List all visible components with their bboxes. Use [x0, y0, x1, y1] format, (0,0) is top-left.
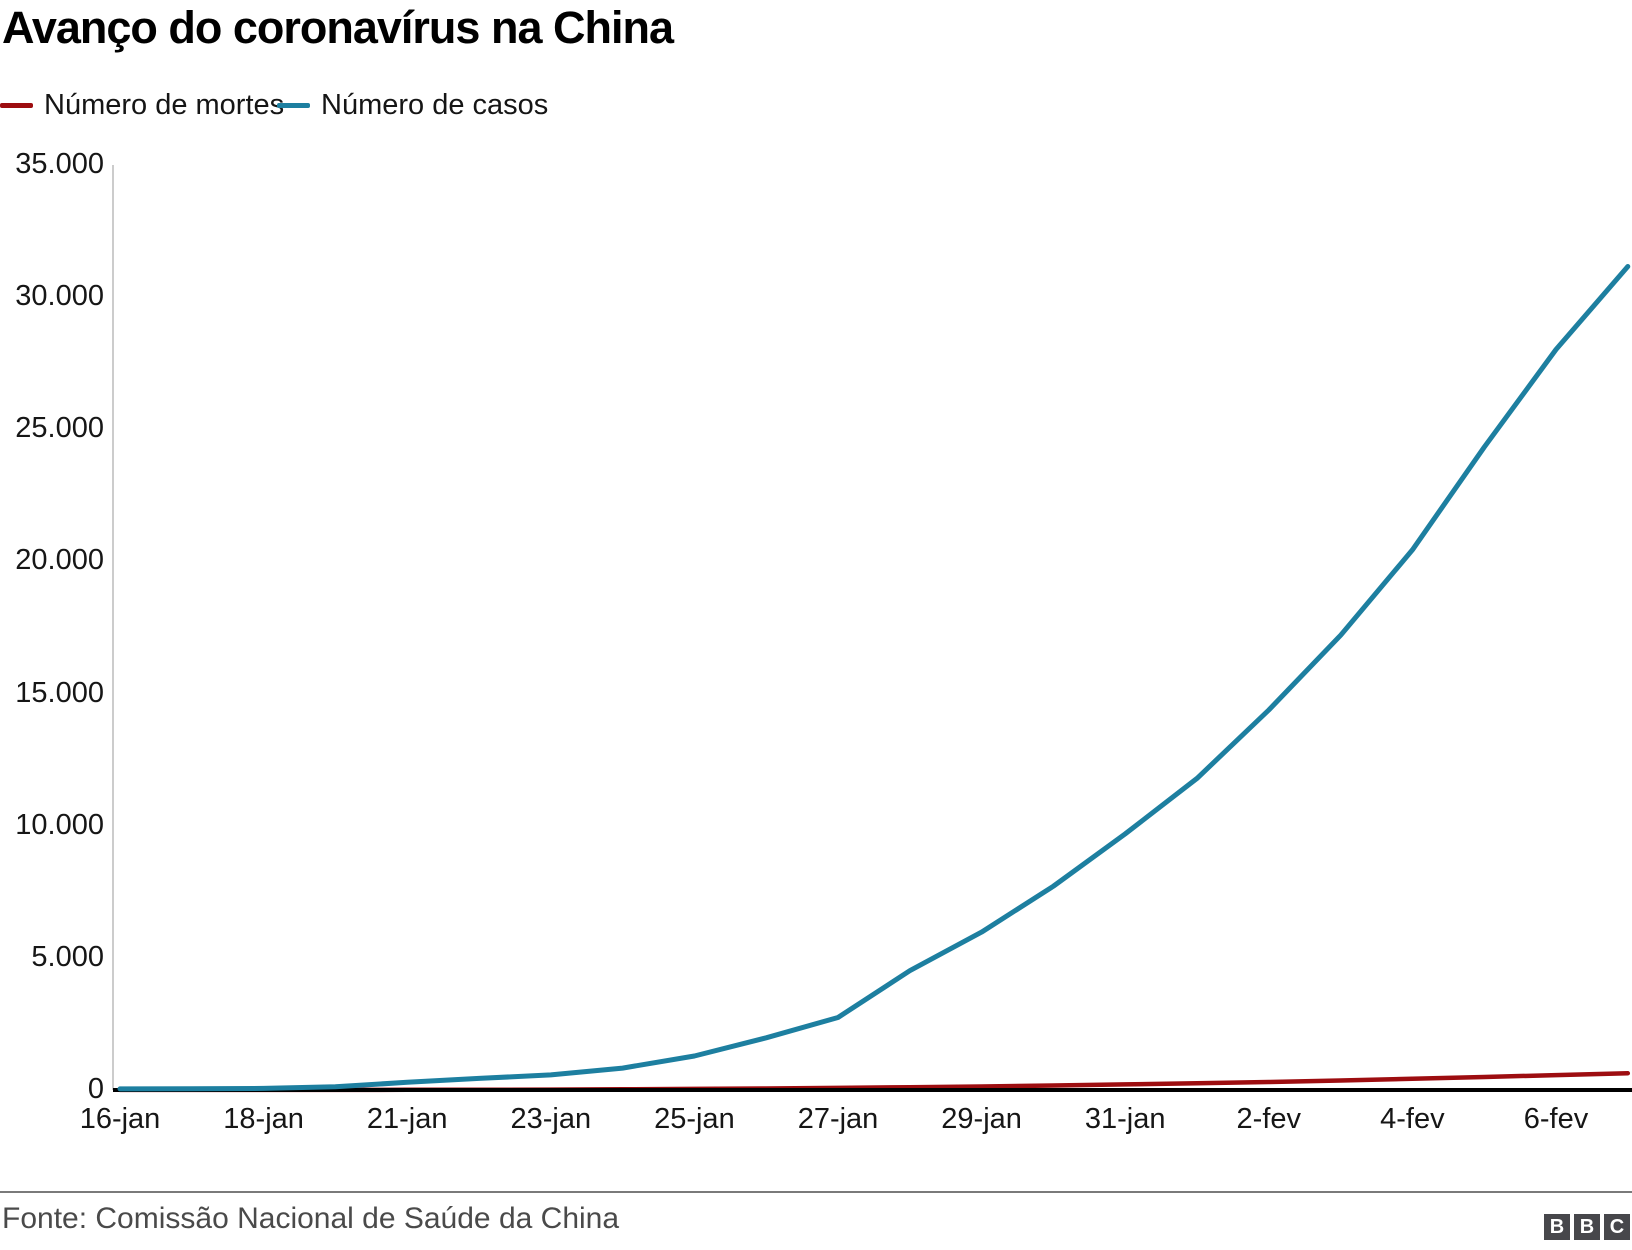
cases-line	[117, 264, 1631, 1092]
bbc-logo-letter: B	[1574, 1214, 1600, 1240]
legend: Número de mortes Número de casos	[0, 86, 1632, 124]
y-tick-label: 25.000	[15, 412, 104, 445]
footer-divider	[0, 1191, 1632, 1193]
x-tick-label: 2-fev	[1236, 1103, 1302, 1135]
x-tick-label: 31-jan	[1084, 1103, 1166, 1135]
x-tick-label: 27-jan	[797, 1103, 879, 1135]
bbc-logo-letter: C	[1604, 1214, 1630, 1240]
chart-title: Avanço do coronavírus na China	[2, 2, 674, 53]
y-tick-label: 10.000	[15, 808, 104, 841]
x-tick-label: 23-jan	[510, 1103, 592, 1135]
y-tick-label: 30.000	[15, 280, 104, 313]
legend-label-mortes: Número de mortes	[44, 88, 285, 121]
legend-item-mortes: Número de mortes	[0, 86, 284, 124]
bbc-logo-letter: B	[1544, 1214, 1570, 1240]
x-tick-label: 4-fev	[1380, 1103, 1445, 1135]
y-axis-line	[112, 165, 114, 1090]
cases-line-swatch	[277, 102, 310, 108]
y-tick-label: 15.000	[15, 676, 104, 709]
y-tick-label: 0	[87, 1073, 104, 1105]
legend-label-casos: Número de casos	[321, 88, 549, 121]
x-tick-label: 6-fev	[1523, 1103, 1589, 1135]
y-tick-label: 5.000	[31, 940, 104, 973]
x-tick-label: 29-jan	[941, 1103, 1022, 1135]
legend-item-casos: Número de casos	[277, 86, 548, 124]
x-tick-label: 25-jan	[654, 1103, 735, 1135]
deaths-line-swatch	[0, 102, 33, 108]
source-attribution: Fonte: Comissão Nacional de Saúde da Chi…	[2, 1202, 620, 1235]
y-tick-label: 20.000	[15, 544, 104, 577]
x-tick-label: 21-jan	[366, 1103, 448, 1135]
y-tick-label: 35.000	[15, 148, 104, 180]
x-tick-label: 16-jan	[79, 1103, 161, 1135]
x-axis-tick-labels: 16-jan 18-jan 21-jan 23-jan 25-jan 27-jan 29-j…	[0, 1103, 1632, 1145]
x-tick-label: 18-jan	[223, 1103, 304, 1135]
